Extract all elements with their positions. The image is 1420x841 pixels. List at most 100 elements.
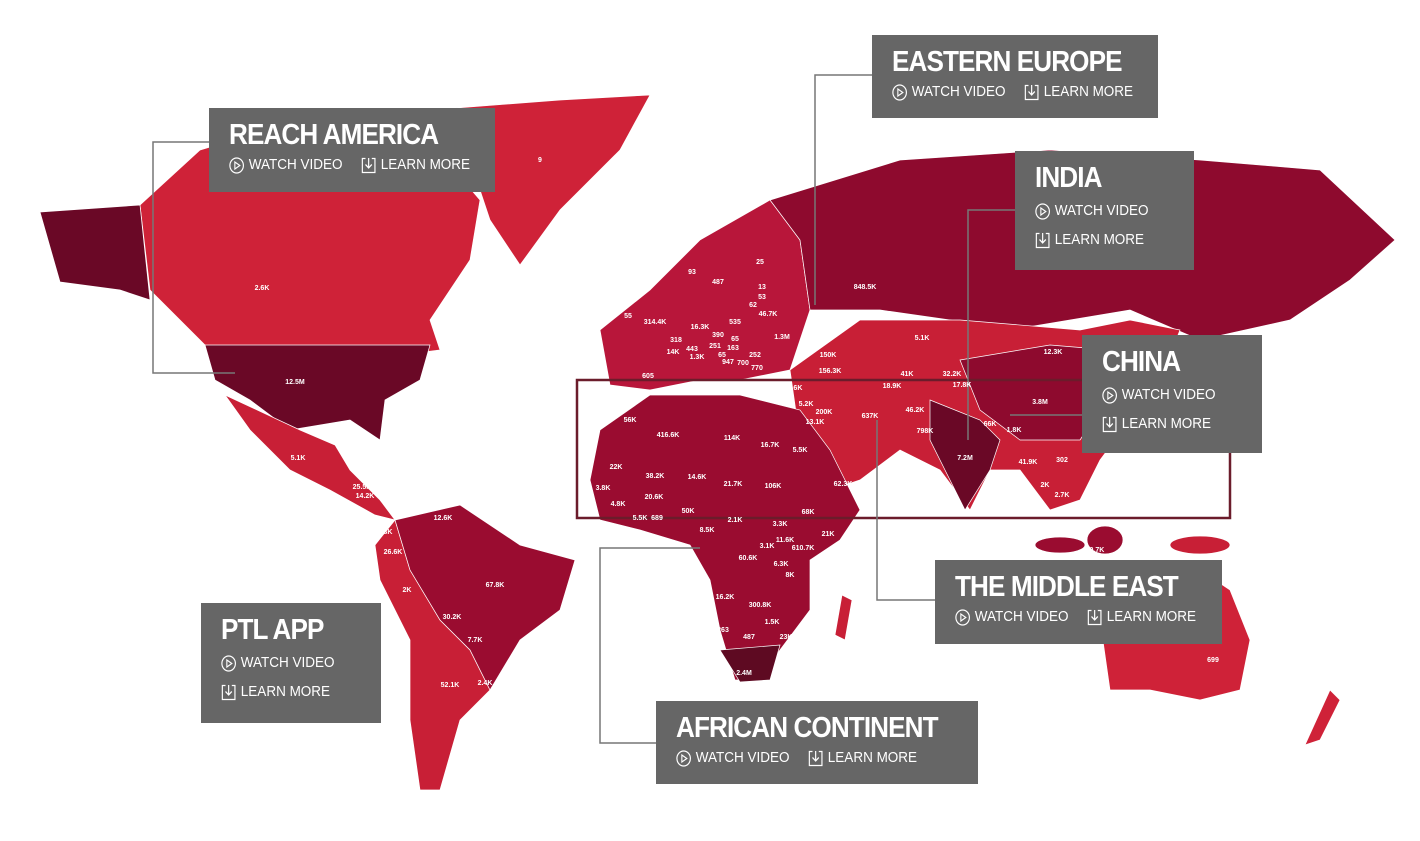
country-value: 41K <box>901 371 914 378</box>
watch-video-button[interactable]: WATCH VIDEO <box>221 650 360 676</box>
panel-title: CHINA <box>1102 346 1181 378</box>
country-value: 17.8K <box>953 382 972 389</box>
icon <box>808 750 823 766</box>
learn-more-button[interactable]: LEARN MORE <box>1087 604 1196 630</box>
country-value: 60.6K <box>739 555 758 562</box>
country-value: 302 <box>1056 457 1068 464</box>
new-guinea <box>1169 535 1231 555</box>
watch-video-button[interactable]: WATCH VIDEO <box>229 152 343 178</box>
country-value: 3.8M <box>1032 399 1048 406</box>
watch-video-button[interactable]: WATCH VIDEO <box>1035 198 1173 224</box>
country-value: 14.2K <box>356 493 375 500</box>
button-label: LEARN MORE <box>827 749 918 766</box>
africa <box>589 394 861 681</box>
country-value: 53 <box>758 294 766 301</box>
country-value: 14.6K <box>688 474 707 481</box>
icon <box>1102 416 1117 432</box>
country-value: 6.3K <box>774 561 789 568</box>
india <box>929 399 1001 511</box>
country-value: 23K <box>780 634 793 641</box>
button-label: LEARN MORE <box>1106 608 1197 625</box>
icon <box>361 157 376 173</box>
panel-title: THE MIDDLE EAST <box>955 571 1179 603</box>
watch-video-button[interactable]: WATCH VIDEO <box>892 79 1006 105</box>
country-value: 848.5K <box>854 284 877 291</box>
country-value: 93 <box>688 269 696 276</box>
country-value: 1.5K <box>765 619 780 626</box>
country-value: 487 <box>712 279 724 286</box>
country-value: 251 <box>709 343 721 350</box>
icon <box>221 684 236 700</box>
button-label: WATCH VIDEO <box>240 654 335 671</box>
icon <box>1024 84 1039 100</box>
watch-video-button[interactable]: WATCH VIDEO <box>676 745 790 771</box>
country-value: 11.6K <box>776 537 794 544</box>
watch-video-button[interactable]: WATCH VIDEO <box>955 604 1069 630</box>
country-value: 163 <box>727 345 739 352</box>
country-value: 114K <box>724 435 740 442</box>
country-value: 2K <box>403 587 412 594</box>
country-value: 7.2M <box>957 455 973 462</box>
learn-more-button[interactable]: LEARN MORE <box>808 745 917 771</box>
europe <box>599 199 811 391</box>
icon <box>229 156 244 174</box>
learn-more-button[interactable]: LEARN MORE <box>361 152 470 178</box>
country-value: 20.6K <box>645 494 664 501</box>
learn-more-button[interactable]: LEARN MORE <box>1102 411 1241 437</box>
learn-more-button[interactable]: LEARN MORE <box>221 679 360 705</box>
icon <box>1102 386 1117 404</box>
country-value: 947 <box>722 359 734 366</box>
button-label: LEARN MORE <box>240 683 331 700</box>
country-value: 65 <box>718 352 726 359</box>
country-value: 9 <box>538 157 542 164</box>
watch-video-button[interactable]: WATCH VIDEO <box>1102 382 1241 408</box>
country-value: 50K <box>682 508 695 515</box>
country-value: 41.9K <box>1019 459 1038 466</box>
button-label: WATCH VIDEO <box>974 608 1069 625</box>
learn-more-button[interactable]: LEARN MORE <box>1035 227 1173 253</box>
country-value: 443 <box>686 346 698 353</box>
country-value: 2.6K <box>255 285 270 292</box>
region-panel: CHINA WATCH VIDEO LEARN MORE <box>1082 335 1262 453</box>
country-value: 300.8K <box>749 602 772 609</box>
country-value: 70.7K <box>1086 547 1105 554</box>
alaska <box>39 204 151 301</box>
country-value: 3.8K <box>596 485 611 492</box>
country-value: 390 <box>712 332 724 339</box>
region-panel: INDIA WATCH VIDEO LEARN MORE <box>1015 151 1194 270</box>
connector <box>152 141 235 374</box>
region-panel: REACH AMERICA WATCH VIDEO LEARN MORE <box>209 108 495 192</box>
country-value: 150K <box>820 352 837 359</box>
country-value: 1.3M <box>774 334 790 341</box>
country-value: 38.2K <box>646 473 665 480</box>
country-value: 263 <box>717 627 729 634</box>
usa <box>204 344 431 441</box>
country-value: 156.3K <box>819 368 842 375</box>
country-value: 66K <box>984 421 997 428</box>
indonesia <box>1034 536 1086 554</box>
region-panel: EASTERN EUROPE WATCH VIDEO LEARN MORE <box>872 35 1158 118</box>
country-value: 487 <box>743 634 755 641</box>
country-value: 62 <box>749 302 757 309</box>
panel-title: REACH AMERICA <box>229 119 439 151</box>
button-label: WATCH VIDEO <box>695 749 790 766</box>
country-value: 12.3K <box>1044 349 1063 356</box>
button-label: WATCH VIDEO <box>911 83 1006 100</box>
country-value: 56K <box>624 417 637 424</box>
country-value: 68K <box>802 509 815 516</box>
country-value: 318 <box>670 337 682 344</box>
icon <box>1035 232 1050 248</box>
icon <box>892 83 907 101</box>
country-value: 21K <box>822 531 835 538</box>
country-value: 16.2K <box>716 594 735 601</box>
country-value: 14K <box>667 349 680 356</box>
country-value: 2K <box>1041 482 1050 489</box>
country-value: 3 <box>628 237 632 244</box>
country-value: 9.6K <box>788 385 803 392</box>
country-value: 62.3K <box>834 481 853 488</box>
country-value: 46.7K <box>759 311 778 318</box>
country-value: 5.5K <box>793 447 808 454</box>
country-value: 770 <box>751 365 763 372</box>
learn-more-button[interactable]: LEARN MORE <box>1024 79 1133 105</box>
